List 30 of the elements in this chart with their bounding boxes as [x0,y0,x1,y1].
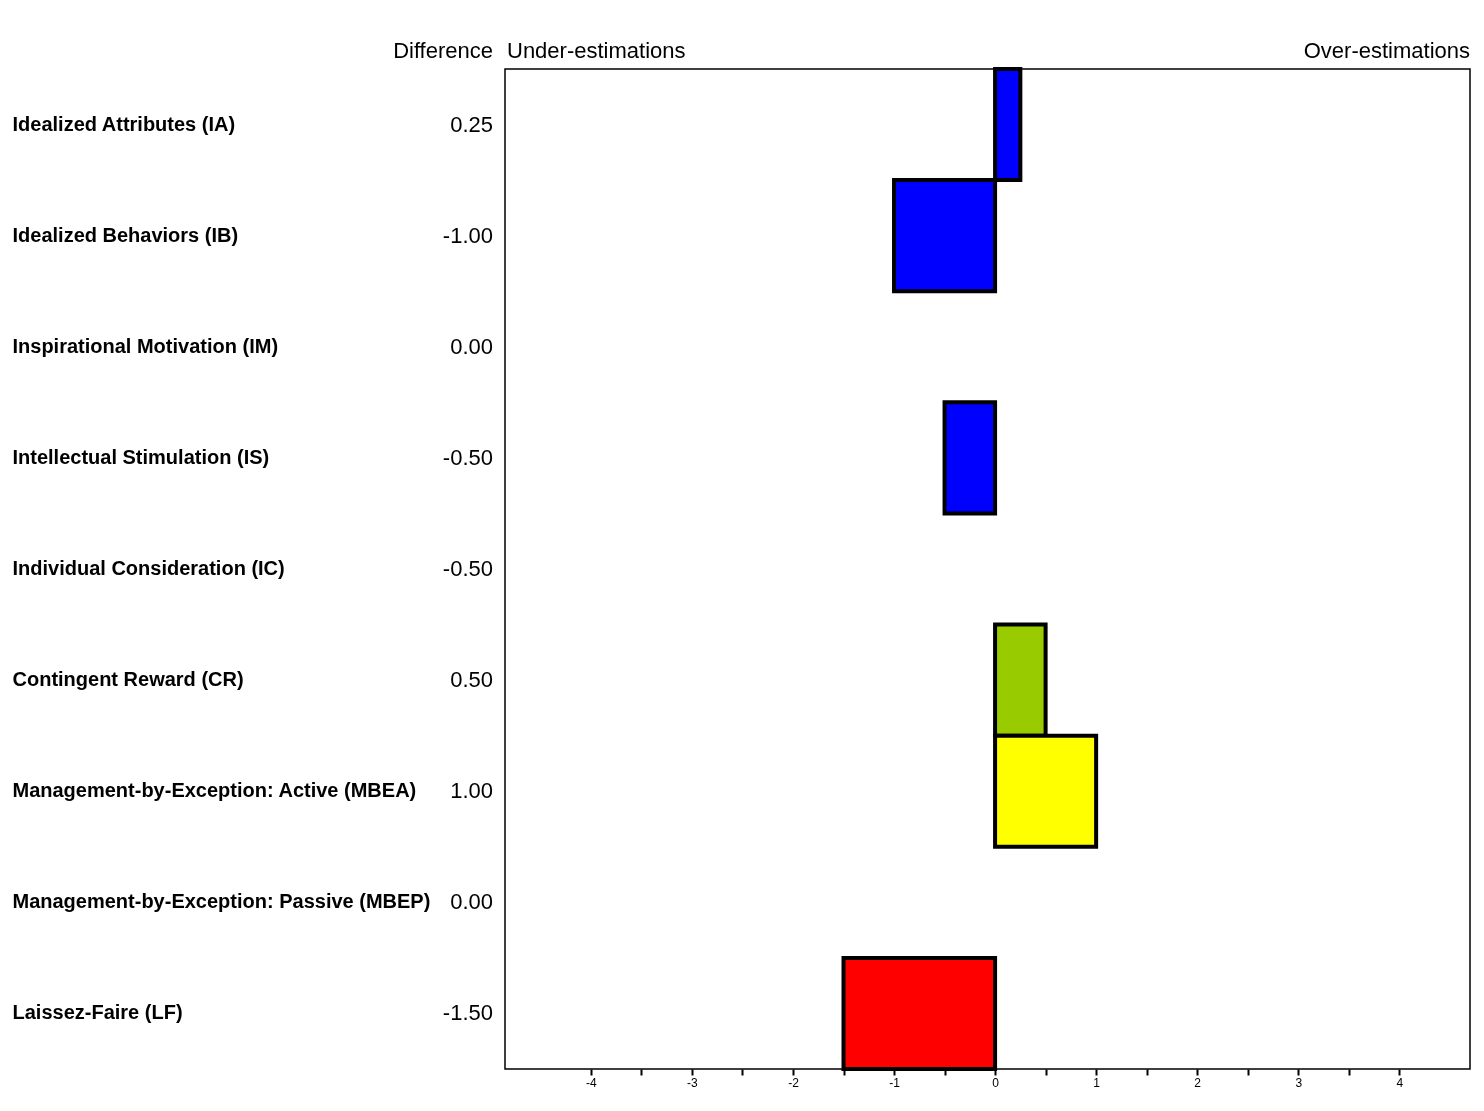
data-label: 0.00 [450,889,493,915]
y-tick-label: Laissez-Faire (LF) [12,1001,183,1024]
x-tick-label: 4 [1396,1075,1404,1090]
text: Over-estimations [1303,38,1470,63]
data-label: -1.50 [442,1000,493,1026]
data-label: 0.50 [450,667,493,693]
y-tick-label: Intellectual Stimulation (IS) [12,445,270,468]
x-tick-label: 1 [1093,1075,1101,1090]
x-tick-label: 2 [1194,1075,1202,1090]
data-label: 0.25 [450,111,493,137]
y-tick-label: Inspirational Motivation (IM) [12,334,279,357]
x-tick-label: -1 [889,1075,901,1090]
x-tick-label: -2 [788,1075,800,1090]
text: Difference [393,38,493,63]
text: -0.50 [442,556,493,581]
x-tick-label: -4 [586,1075,598,1090]
data-label: 0.00 [450,333,493,359]
y-tick-label: Idealized Behaviors (IB) [12,223,239,246]
data-label: -1.00 [442,222,493,248]
x-tick-label: -3 [687,1075,699,1090]
y-tick-label: Management-by-Exception: Passive (MBEP) [12,890,431,913]
x-tick-label: 3 [1295,1075,1303,1090]
y-tick-label: Management-by-Exception: Active (MBEA) [12,779,417,802]
data-label: -0.50 [442,444,493,470]
x-tick-label: 0 [992,1075,1000,1090]
data-label: 1.00 [450,778,493,804]
y-tick-label: Contingent Reward (CR) [12,668,244,691]
y-tick-label: Individual Consideration (IC) [12,557,285,579]
y-tick-label: Idealized Attributes (IA) [12,112,236,135]
text: Under-estimations [507,38,686,63]
